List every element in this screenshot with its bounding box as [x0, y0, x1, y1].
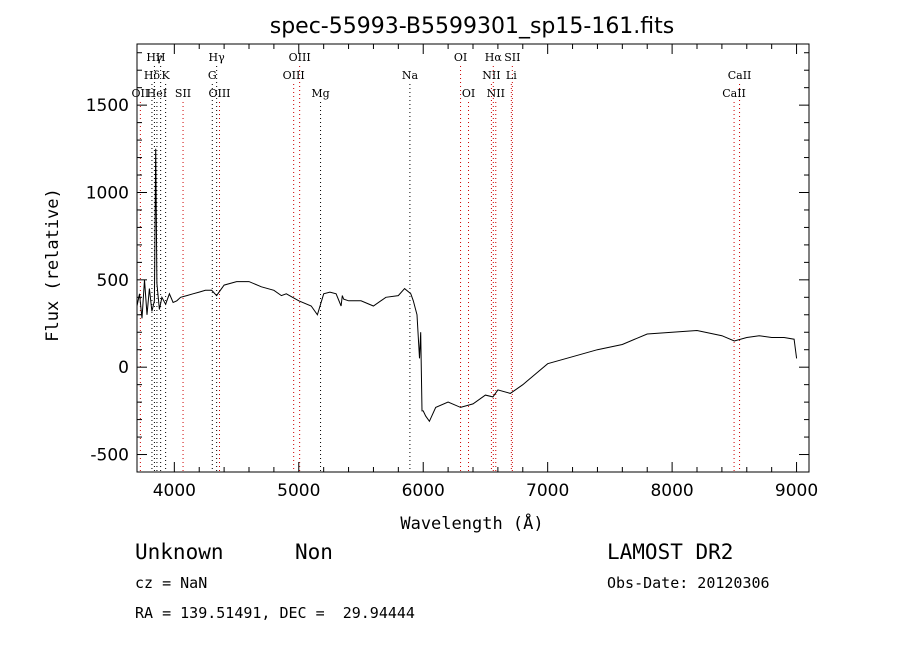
line-label-oiii: OIII	[283, 69, 305, 82]
y-tick-label: 500	[97, 271, 129, 291]
x-tick-label: 7000	[526, 481, 569, 501]
line-label-hγ: Hγ	[146, 51, 163, 64]
line-label-na: Na	[402, 69, 419, 82]
line-label-oiii: OIII	[208, 87, 230, 100]
line-label-hγ: Hγ	[209, 51, 226, 64]
line-label-mg: Mg	[311, 87, 329, 100]
coordinates: RA = 139.51491, DEC = 29.94444	[135, 604, 415, 622]
y-tick-label: -500	[90, 446, 129, 466]
x-tick-label: 4000	[153, 481, 196, 501]
line-label-nii: NII	[482, 69, 500, 82]
plot-frame	[136, 43, 810, 473]
spectral-class: Unknown	[135, 540, 224, 564]
line-label-oiii: OIII	[289, 51, 311, 64]
x-tick-label: 6000	[402, 481, 445, 501]
chart-title: spec-55993-B5599301_sp15-161.fits	[270, 14, 675, 39]
line-label-g: G	[208, 69, 217, 82]
x-tick-label: 9000	[775, 481, 818, 501]
line-label-k: K	[162, 69, 171, 82]
line-label-oi: OI	[462, 87, 475, 100]
y-axis-label: Flux (relative)	[43, 188, 63, 342]
line-label-oii: OII	[132, 87, 150, 100]
line-label-hα: Hα	[485, 51, 503, 64]
line-label-sii: SII	[175, 87, 191, 100]
y-tick-label: 1000	[86, 183, 129, 203]
x-axis: 4000 5000 6000 7000 8000 9000	[153, 44, 818, 501]
y-axis: -500 0 500 1000 1500	[86, 52, 809, 466]
line-label-hei: HeI	[147, 87, 167, 100]
x-axis-label: Wavelength (Å)	[400, 512, 543, 534]
line-label-h: H	[156, 51, 166, 64]
spectrum-series-line	[136, 148, 798, 423]
line-label-caii: CaII	[728, 69, 752, 82]
line-label-caii: CaII	[722, 87, 746, 100]
line-label-sii: SII	[504, 51, 520, 64]
line-label-oi: OI	[454, 51, 467, 64]
y-tick-label: 1500	[86, 96, 129, 116]
line-label-li: Li	[506, 69, 517, 82]
x-tick-label: 5000	[277, 481, 320, 501]
x-tick-label: 8000	[650, 481, 693, 501]
redshift-cz: cz = NaN	[135, 574, 208, 592]
line-label-hδ: Hδ	[144, 69, 161, 82]
survey-name: LAMOST DR2	[607, 540, 734, 564]
spectral-subclass: Non	[295, 540, 333, 564]
y-tick-label: 0	[118, 358, 129, 378]
observation-date: Obs-Date: 20120306	[607, 574, 770, 592]
line-label-nii: NII	[487, 87, 505, 100]
